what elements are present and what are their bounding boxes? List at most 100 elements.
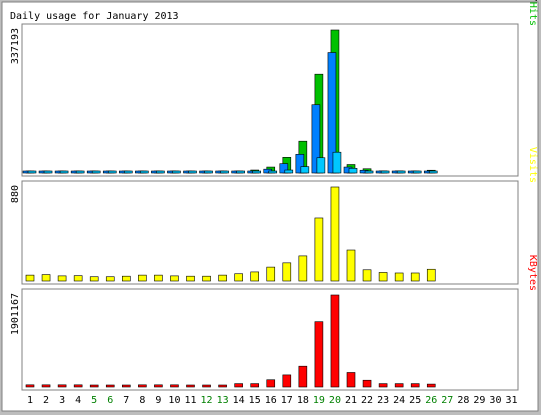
bar-kbytes-day-17	[282, 374, 292, 388]
bar-pages-day-21	[348, 168, 358, 174]
bar-pages-day-7	[124, 170, 133, 174]
bar-visits-day-14	[234, 273, 243, 282]
x-tick-label: 30	[489, 395, 501, 406]
bar-visits-day-1	[25, 274, 35, 282]
legend-part: Hits	[527, 2, 538, 26]
x-tick-label: 2	[43, 395, 49, 406]
y-max-label: 1901167	[10, 293, 21, 335]
bar-visits-day-16	[266, 266, 276, 282]
x-tick-label: 26	[425, 395, 437, 406]
bar-kbytes-day-6	[105, 384, 115, 388]
x-tick-label: 19	[313, 395, 325, 406]
legend-label: Visits	[527, 147, 538, 183]
bar-pages-day-3	[59, 170, 69, 174]
x-tick-label: 18	[297, 395, 309, 406]
x-tick-label: 12	[201, 395, 213, 406]
bar-files-day-18	[295, 154, 305, 174]
x-tick-label: 25	[409, 395, 421, 406]
bar-pages-day-10	[172, 170, 181, 174]
bar-visits-day-8	[138, 274, 147, 282]
chart-title: Daily usage for January 2013	[10, 11, 179, 22]
bar-kbytes-day-13	[218, 384, 227, 388]
x-tick-label: 24	[393, 395, 405, 406]
bar-kbytes-day-3	[57, 384, 67, 388]
bar-pages-day-4	[75, 170, 85, 174]
x-tick-label: 8	[139, 395, 145, 406]
bar-pages-day-22	[364, 170, 374, 174]
bar-pages-day-1	[27, 170, 37, 174]
bar-files-day-20	[327, 52, 337, 174]
bar-pages-day-2	[43, 170, 53, 174]
bar-pages-day-12	[204, 170, 213, 174]
bar-kbytes-day-2	[41, 384, 51, 388]
bar-visits-day-2	[41, 274, 51, 282]
bar-visits-day-4	[73, 275, 83, 282]
bar-kbytes-day-7	[122, 384, 131, 388]
bar-pages-day-26	[428, 170, 438, 174]
bar-pages-day-18	[300, 166, 310, 174]
x-tick-label: 23	[377, 395, 389, 406]
bar-pages-day-25	[412, 170, 422, 174]
bar-kbytes-day-5	[89, 384, 99, 388]
legend-part: /	[527, 0, 538, 2]
panel-frame	[21, 288, 519, 391]
bar-kbytes-day-8	[138, 384, 147, 388]
bar-visits-day-6	[105, 276, 115, 282]
y-max-label: 337193	[10, 28, 21, 64]
bar-kbytes-day-14	[234, 383, 243, 388]
bar-visits-day-17	[282, 262, 292, 282]
x-tick-label: 13	[217, 395, 229, 406]
bar-pages-day-5	[91, 170, 101, 174]
bar-pages-day-13	[220, 170, 229, 174]
x-tick-label: 11	[184, 395, 196, 406]
x-tick-label: 3	[59, 395, 65, 406]
bar-visits-day-20	[330, 186, 340, 282]
bar-kbytes-day-11	[186, 384, 195, 388]
x-tick-label: 10	[168, 395, 180, 406]
bar-pages-day-8	[140, 170, 149, 174]
x-tick-label: 1	[27, 395, 33, 406]
panel-hits-files-pages: 337193 Pages/Files/Hits	[10, 0, 538, 177]
bar-kbytes-day-15	[250, 383, 259, 388]
bar-pages-day-9	[156, 170, 165, 174]
bar-kbytes-day-26	[426, 383, 436, 388]
panel-visits: 880 Visits	[10, 147, 538, 285]
bar-visits-day-18	[298, 255, 308, 282]
legend-label: KBytes	[527, 255, 538, 291]
x-tick-label: 4	[75, 395, 81, 406]
x-tick-label: 22	[361, 395, 373, 406]
bar-visits-day-24	[394, 272, 404, 282]
bar-visits-day-21	[346, 249, 356, 282]
x-tick-label: 27	[441, 395, 453, 406]
bar-pages-day-15	[252, 170, 261, 174]
bar-visits-day-19	[314, 217, 324, 282]
bar-visits-day-11	[186, 275, 195, 282]
panel-frame	[21, 23, 519, 177]
x-tick-label: 28	[457, 395, 469, 406]
bar-kbytes-day-25	[410, 383, 420, 388]
bar-kbytes-day-21	[346, 372, 356, 388]
bar-pages-day-14	[236, 170, 245, 174]
bar-visits-day-25	[410, 272, 420, 282]
bar-kbytes-day-18	[298, 365, 308, 388]
bar-kbytes-day-19	[314, 321, 324, 388]
x-tick-label: 20	[329, 395, 341, 406]
bar-kbytes-day-10	[170, 384, 179, 388]
bar-pages-day-24	[396, 170, 406, 174]
bar-kbytes-day-1	[25, 384, 35, 388]
panel-kbytes: 1901167 KBytes	[10, 255, 538, 391]
bar-kbytes-day-16	[266, 379, 276, 388]
bar-visits-day-12	[202, 275, 211, 282]
x-tick-label: 7	[123, 395, 129, 406]
bar-visits-day-15	[250, 271, 259, 282]
bar-pages-day-19	[316, 157, 326, 174]
x-tick-label: 5	[91, 395, 97, 406]
bar-visits-day-5	[89, 276, 99, 282]
bar-pages-day-11	[188, 170, 197, 174]
bar-visits-day-13	[218, 274, 227, 282]
bar-kbytes-day-24	[394, 383, 404, 388]
bar-visits-day-23	[378, 272, 388, 282]
bar-pages-day-17	[284, 169, 294, 174]
x-tick-label: 16	[265, 395, 277, 406]
y-max-label: 880	[10, 185, 21, 203]
